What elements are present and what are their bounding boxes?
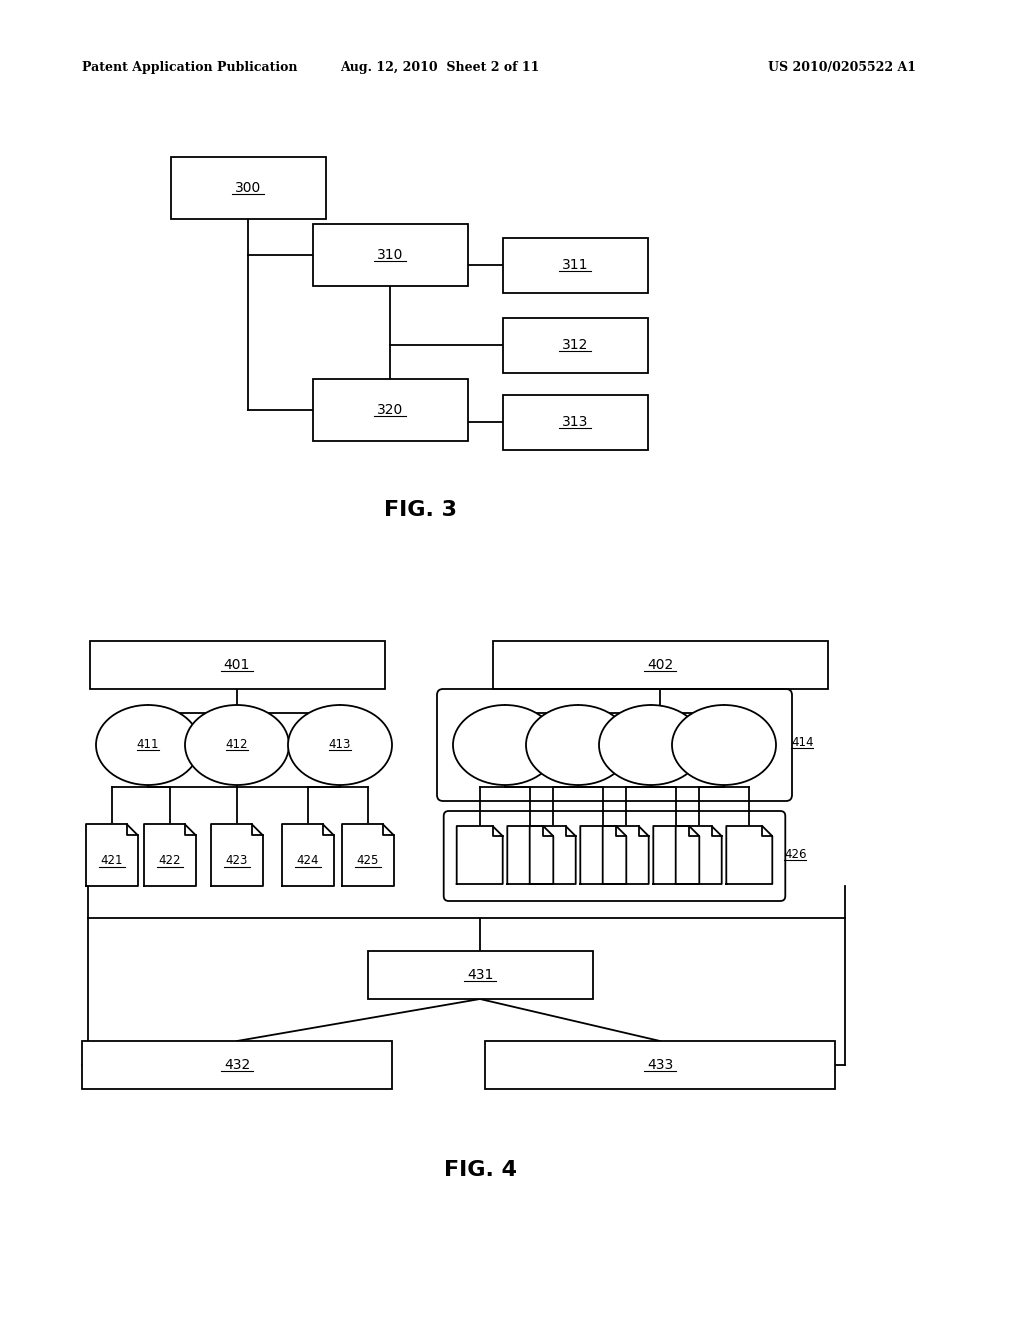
Text: 433: 433 <box>647 1059 673 1072</box>
Text: 320: 320 <box>377 403 403 417</box>
Text: Patent Application Publication: Patent Application Publication <box>82 62 298 74</box>
Ellipse shape <box>96 705 200 785</box>
Polygon shape <box>211 824 263 886</box>
Text: 423: 423 <box>226 854 248 867</box>
Polygon shape <box>282 824 334 886</box>
Ellipse shape <box>599 705 703 785</box>
Ellipse shape <box>453 705 557 785</box>
Text: FIG. 4: FIG. 4 <box>443 1160 516 1180</box>
Ellipse shape <box>672 705 776 785</box>
Text: 414: 414 <box>791 737 813 750</box>
Ellipse shape <box>185 705 289 785</box>
Text: 300: 300 <box>234 181 261 195</box>
Bar <box>312 379 468 441</box>
Text: 401: 401 <box>224 657 250 672</box>
Bar <box>89 642 384 689</box>
Text: 413: 413 <box>329 738 351 751</box>
Bar <box>503 318 647 372</box>
Text: 313: 313 <box>562 414 588 429</box>
Text: 421: 421 <box>100 854 123 867</box>
Polygon shape <box>581 826 627 884</box>
Bar <box>312 224 468 286</box>
Text: US 2010/0205522 A1: US 2010/0205522 A1 <box>768 62 916 74</box>
Polygon shape <box>507 826 553 884</box>
Polygon shape <box>726 826 772 884</box>
Text: 432: 432 <box>224 1059 250 1072</box>
Bar <box>503 395 647 450</box>
Polygon shape <box>529 826 575 884</box>
Text: 425: 425 <box>356 854 379 867</box>
Polygon shape <box>342 824 394 886</box>
Bar <box>485 1041 835 1089</box>
Polygon shape <box>86 824 138 886</box>
Polygon shape <box>653 826 699 884</box>
Polygon shape <box>144 824 196 886</box>
Ellipse shape <box>526 705 630 785</box>
Polygon shape <box>457 826 503 884</box>
Text: 412: 412 <box>225 738 248 751</box>
Text: 312: 312 <box>562 338 588 352</box>
Text: 311: 311 <box>562 257 588 272</box>
Text: 310: 310 <box>377 248 403 261</box>
Bar <box>82 1041 392 1089</box>
Text: 431: 431 <box>467 968 494 982</box>
Text: 422: 422 <box>159 854 181 867</box>
Polygon shape <box>603 826 648 884</box>
Ellipse shape <box>288 705 392 785</box>
Bar <box>171 157 326 219</box>
Bar <box>503 238 647 293</box>
Polygon shape <box>676 826 722 884</box>
Text: 424: 424 <box>297 854 319 867</box>
Bar <box>493 642 827 689</box>
Text: 426: 426 <box>784 849 807 862</box>
Bar <box>368 950 593 999</box>
Text: Aug. 12, 2010  Sheet 2 of 11: Aug. 12, 2010 Sheet 2 of 11 <box>340 62 540 74</box>
Text: 402: 402 <box>647 657 673 672</box>
Text: FIG. 3: FIG. 3 <box>384 500 457 520</box>
Text: 411: 411 <box>137 738 160 751</box>
